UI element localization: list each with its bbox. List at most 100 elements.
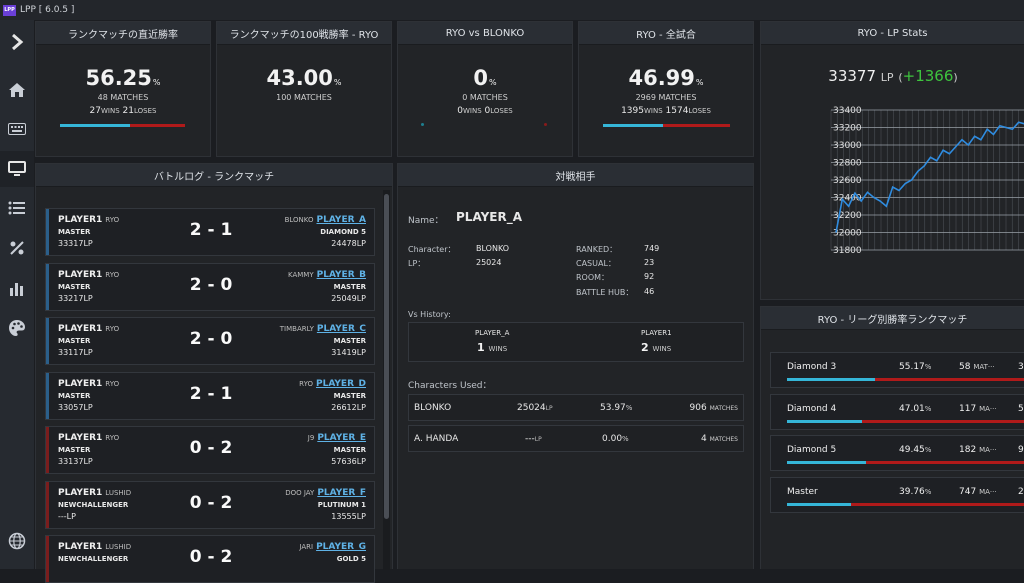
league-name: Diamond 5: [787, 445, 837, 455]
vs-history-box: PLAYER_A 1 WINS PLAYER1 2 WINS: [408, 322, 744, 362]
player1-rank: NEWCHALLENGER: [58, 500, 129, 509]
league-row[interactable]: Master 39.76% 747 MA··· 297: [770, 476, 1024, 513]
league-win-bar: [787, 378, 875, 381]
char-rate: 0.00%: [602, 434, 629, 444]
match-score: 0 - 2: [189, 492, 233, 513]
app-title: LPP [ 6.0.5 ]: [20, 5, 75, 15]
opponent-link[interactable]: DOO JAY PLAYER_F: [285, 487, 366, 498]
opponent-link[interactable]: J9 PLAYER_E: [307, 433, 366, 443]
player1-lp: 33137LP: [58, 457, 93, 466]
match-row[interactable]: PLAYER1 RYO MASTER 33217LP 2 - 0 KAMMY PLAYER_…: [45, 262, 375, 311]
result-edge: [46, 263, 49, 310]
league-lose-bar: [875, 378, 1024, 381]
league-panel: RYO - リーグ別勝率ランクマッチ Diamond 3 55.17% 58 MAT…: [760, 306, 1024, 569]
stat-card-all-matches: RYO - 全試合 46.99% 2969 MATCHES 1395WINS 1…: [578, 21, 754, 157]
character-value: BLONKO: [476, 244, 510, 253]
opponent-link[interactable]: TIMBARLY PLAYER_C: [279, 324, 366, 334]
league-rate: 49.45%: [899, 445, 932, 455]
opponent-link[interactable]: RYO PLAYER_D: [299, 378, 366, 389]
player1: PLAYER1 LUSHID: [58, 542, 132, 552]
league-rate: 39.76%: [899, 486, 932, 497]
lose-dot: [544, 123, 547, 126]
league-name: Diamond 3: [787, 362, 837, 372]
matches-count: 100 MATCHES: [276, 93, 332, 102]
list-icon[interactable]: [0, 190, 34, 226]
league-win-bar: [787, 502, 851, 506]
stat-card-recent-rank: ランクマッチの直近勝率 56.25% 48 MATCHES 27WINS 21L…: [35, 21, 211, 157]
league-lose-bar: [862, 419, 1024, 423]
opponent-lp: 25049LP: [331, 293, 366, 303]
stat-card-100-matches: ランクマッチの100戦勝率 - RYO 43.00% 100 MATCHES: [216, 21, 392, 157]
char-name: A. HANDA: [414, 434, 459, 444]
opponent-rank: PLUTINUM 1: [317, 500, 366, 509]
ranked-label: RANKED：: [576, 245, 618, 254]
win-rate-value: 43.00%: [266, 66, 342, 90]
keyboard-icon[interactable]: [0, 111, 34, 147]
scrollbar-track[interactable]: [383, 190, 390, 570]
char-matches: 906 MATCHES: [689, 403, 739, 413]
league-title: RYO - リーグ別勝率ランクマッチ: [761, 307, 1024, 330]
opponent-link[interactable]: BLONKO PLAYER_A: [284, 215, 366, 225]
monitor-icon[interactable]: [0, 151, 34, 187]
scrollbar-thumb[interactable]: [384, 194, 389, 519]
lp-value: 25024: [476, 258, 502, 267]
stat-card-title: ランクマッチの直近勝率: [36, 22, 210, 45]
opponent-lp: 31419LP: [331, 348, 366, 357]
expand-icon[interactable]: [0, 24, 34, 60]
player1: PLAYER1 RYO: [58, 324, 120, 334]
match-row[interactable]: PLAYER1 RYO MASTER 33057LP 2 - 1 RYO PLAYER_D M…: [45, 371, 375, 420]
league-row[interactable]: Diamond 3 55.17% 58 MAT··· 32W: [770, 352, 1024, 388]
league-lose-bar: [866, 461, 1024, 464]
league-win-bar: [787, 461, 866, 464]
lp-label: LP：: [408, 259, 426, 268]
match-score: 2 - 1: [189, 220, 233, 240]
player1-rank: MASTER: [58, 446, 91, 454]
player1-rank: MASTER: [58, 228, 91, 236]
character-row: A. HANDA ---LP 0.00% 4 MATCHES: [408, 425, 744, 452]
sidebar: [0, 20, 34, 569]
match-row[interactable]: PLAYER1 RYO MASTER 33317LP 2 - 1 BLONKO PLAYER…: [45, 208, 375, 256]
battle-log-title: バトルログ - ランクマッチ: [36, 164, 392, 187]
opponent-link[interactable]: KAMMY PLAYER_B: [287, 269, 366, 280]
result-edge: [46, 318, 49, 364]
palette-icon[interactable]: [0, 310, 34, 346]
player1-rank: NEWCHALLENGER: [58, 555, 129, 563]
league-row[interactable]: Diamond 4 47.01% 117 MA··· 55W: [770, 393, 1024, 430]
league-name: Diamond 4: [787, 403, 837, 414]
match-row[interactable]: PLAYER1 RYO MASTER 33137LP 0 - 2 J9 PLAYER_E MA…: [45, 426, 375, 474]
match-row[interactable]: PLAYER1 LUSHID NEWCHALLENGER ---LP 0 - 2 DOO …: [45, 480, 375, 529]
win-rate-value: 0%: [473, 66, 497, 90]
opponent-lp: 13555LP: [331, 511, 366, 521]
matches-count: 48 MATCHES: [97, 93, 149, 102]
player1-rank: MASTER: [58, 282, 91, 291]
win-bar: [60, 124, 130, 127]
league-rate: 47.01%: [899, 403, 932, 414]
bar-chart-icon[interactable]: [0, 271, 34, 307]
result-edge: [46, 372, 49, 419]
lp-delta: +1366: [902, 67, 954, 85]
league-row[interactable]: Diamond 5 49.45% 182 MA··· 90W: [770, 435, 1024, 471]
wins-loses: 0WINS 0LOSES: [457, 106, 513, 116]
globe-icon[interactable]: [0, 523, 34, 559]
vs-history-label: Vs History:: [408, 310, 451, 319]
match-row[interactable]: PLAYER1 LUSHID NEWCHALLENGER 0 - 2 JARI PLAYE…: [45, 535, 375, 583]
percent-icon[interactable]: [0, 230, 34, 266]
char-matches: 4 MATCHES: [700, 434, 738, 444]
stat-card-title: RYO - 全試合: [579, 22, 753, 45]
league-matches: 58 MAT···: [959, 362, 995, 372]
character-row: BLONKO 25024LP 53.97% 906 MATCHES: [408, 394, 744, 421]
opponent-rank: MASTER: [333, 282, 366, 291]
opponent-lp: 57636LP: [331, 457, 366, 466]
ranked-value: 749: [644, 244, 660, 253]
vs-opponent-wins: 2 WINS: [641, 341, 672, 354]
title-bar: LPP LPP [ 6.0.5 ]: [0, 0, 1024, 20]
app-logo: LPP: [3, 4, 16, 16]
opponent-link[interactable]: JARI PLAYER_G: [299, 542, 366, 552]
opponent-rank: MASTER: [333, 446, 366, 454]
casual-label: CASUAL：: [576, 259, 616, 268]
match-row[interactable]: PLAYER1 RYO MASTER 33117LP 2 - 0 TIMBARLY PLAY…: [45, 317, 375, 365]
opponent-lp: 24478LP: [331, 239, 366, 248]
lp-series-line: [835, 121, 1024, 233]
player1-lp: ---LP: [58, 511, 76, 521]
home-icon[interactable]: [0, 72, 34, 108]
